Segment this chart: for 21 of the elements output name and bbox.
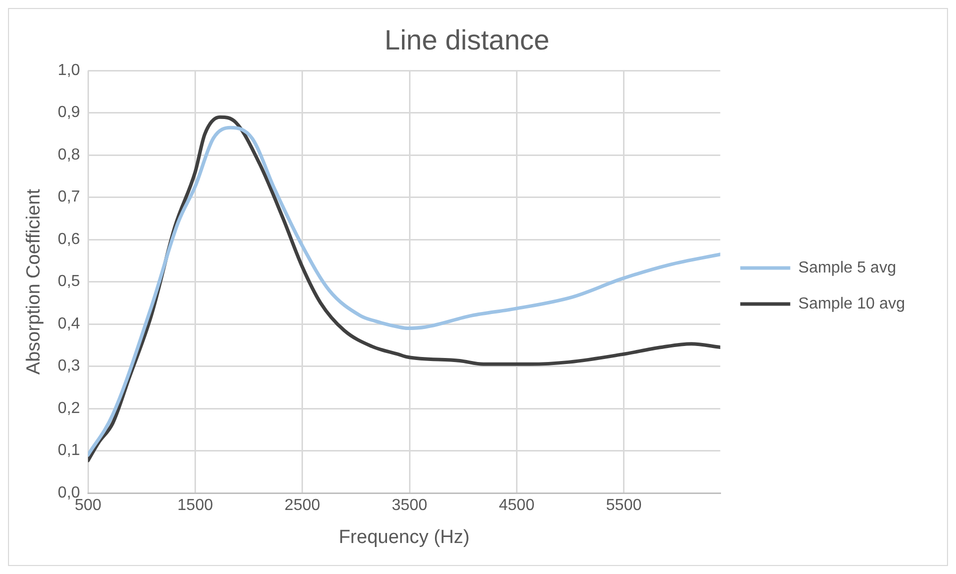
y-tick-label: 0,2 — [58, 400, 80, 417]
y-tick-label: 0,8 — [58, 146, 80, 164]
legend-label: Sample 10 avg — [798, 295, 905, 312]
y-tick-label: 0,4 — [58, 315, 80, 332]
x-tick-label: 1500 — [177, 497, 214, 514]
chart-title: Line distance — [384, 24, 550, 56]
x-tick-label: 3500 — [392, 497, 428, 514]
x-tick-label: 2500 — [284, 497, 320, 514]
x-axis-title: Frequency (Hz) — [338, 526, 470, 548]
y-tick-label: 0,1 — [58, 442, 80, 460]
y-tick-label: 0,6 — [58, 230, 80, 248]
x-tick-label: 5500 — [606, 497, 642, 514]
legend-label: Sample 5 avg — [798, 259, 896, 276]
x-tick-label: 500 — [74, 497, 102, 514]
y-tick-label: 1,0 — [58, 62, 80, 80]
x-tick-label: 4500 — [498, 497, 535, 514]
y-tick-label: 0,3 — [58, 358, 80, 375]
y-tick-label: 0,9 — [58, 104, 80, 122]
y-axis-title: Absorption Coefficient — [24, 188, 45, 375]
y-tick-label: 0,7 — [58, 188, 80, 206]
y-tick-label: 0,5 — [58, 273, 80, 290]
